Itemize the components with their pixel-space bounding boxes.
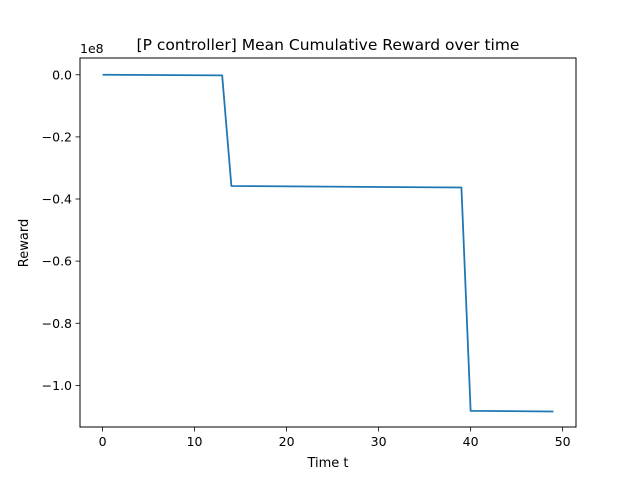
x-tick-label: 20 [279, 434, 295, 449]
plot-frame [79, 57, 577, 428]
chart-title: [P controller] Mean Cumulative Reward ov… [137, 36, 520, 54]
y-tick-label: −0.4 [42, 192, 72, 207]
x-tick-label: 50 [555, 434, 571, 449]
x-axis-label: Time t [306, 456, 348, 471]
y-offset-label: 1e8 [80, 41, 104, 56]
series-line [102, 73, 554, 413]
y-tick-label: −0.2 [42, 129, 72, 144]
x-tick-label: 10 [187, 434, 203, 449]
x-axis: 0 10 20 30 40 50 [99, 427, 571, 449]
y-tick-label: −0.6 [42, 254, 72, 269]
y-axis: 0.0 −0.2 −0.4 −0.6 −0.8 −1.0 [42, 67, 80, 393]
y-tick-label: −1.0 [42, 378, 72, 393]
x-tick-label: 30 [371, 434, 387, 449]
series-layer [102, 73, 554, 413]
y-axis-label: Reward [17, 219, 32, 267]
x-tick-label: 0 [99, 434, 107, 449]
x-tick-label: 40 [463, 434, 479, 449]
y-tick-label: −0.8 [42, 316, 72, 331]
y-tick-label: 0.0 [52, 67, 72, 82]
